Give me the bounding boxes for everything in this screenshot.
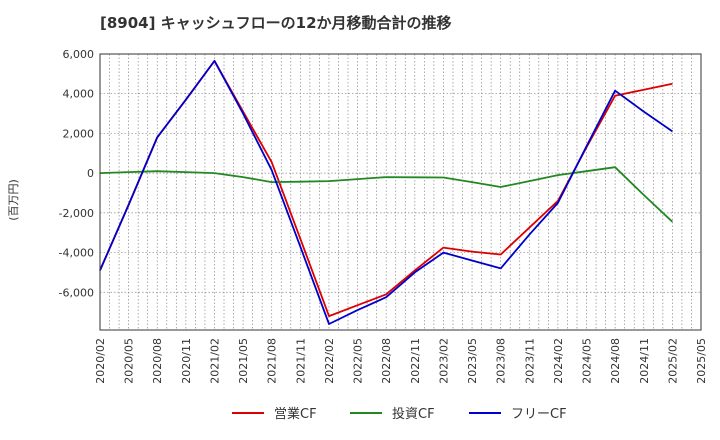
x-tick-label: 2020/08: [151, 338, 164, 384]
x-axis-ticks: 2020/02 2020/05 2020/08 2020/11 2021/02 2021/…: [94, 338, 708, 384]
x-tick-label: 2021/08: [266, 338, 279, 384]
y-tick-label: 4,000: [63, 88, 95, 101]
chart-title: [8904] キャッシュフローの12か月移動合計の推移: [100, 14, 452, 32]
y-tick-label: -6,000: [59, 286, 94, 299]
x-tick-label: 2025/02: [666, 338, 679, 384]
y-axis-ticks: 6,000 4,000 2,000 0 -2,000 -4,000 -6,000: [59, 48, 94, 299]
x-tick-label: 2022/02: [323, 338, 336, 384]
x-tick-label: 2023/02: [437, 338, 450, 384]
series-line-フリーCF: [99, 60, 673, 325]
legend-label: 営業CF: [274, 406, 317, 422]
x-tick-label: 2021/11: [294, 338, 307, 384]
legend: 営業CF 投資CF フリーCF: [232, 406, 567, 422]
x-tick-label: 2021/05: [237, 338, 250, 384]
series-line-投資CF: [99, 166, 674, 223]
x-tick-label: 2022/05: [352, 338, 365, 384]
legend-label: 投資CF: [392, 406, 435, 422]
x-tick-label: 2024/02: [552, 338, 565, 384]
y-tick-label: 0: [87, 167, 94, 180]
y-tick-label: -2,000: [59, 207, 94, 220]
grid-lines: [100, 53, 701, 330]
x-tick-label: 2023/11: [523, 338, 536, 384]
x-tick-label: 2025/05: [695, 338, 708, 384]
x-tick-label: 2023/05: [466, 338, 479, 384]
x-tick-label: 2020/11: [180, 338, 193, 384]
x-tick-label: 2024/08: [609, 338, 622, 384]
x-tick-label: 2022/11: [409, 338, 422, 384]
y-tick-label: 6,000: [63, 48, 95, 61]
x-tick-label: 2024/05: [581, 338, 594, 384]
x-tick-label: 2024/11: [638, 338, 651, 384]
x-tick-label: 2022/08: [380, 338, 393, 384]
y-tick-label: -4,000: [59, 247, 94, 260]
series-layer: [99, 60, 674, 325]
y-tick-label: 2,000: [63, 127, 95, 140]
y-axis-label: (百万円): [7, 179, 20, 221]
x-tick-label: 2021/02: [208, 338, 221, 384]
x-tick-label: 2020/02: [94, 338, 107, 384]
x-tick-label: 2023/08: [495, 338, 508, 384]
legend-label: フリーCF: [511, 407, 567, 422]
plot-border: [99, 53, 702, 331]
x-tick-label: 2020/05: [123, 338, 136, 384]
